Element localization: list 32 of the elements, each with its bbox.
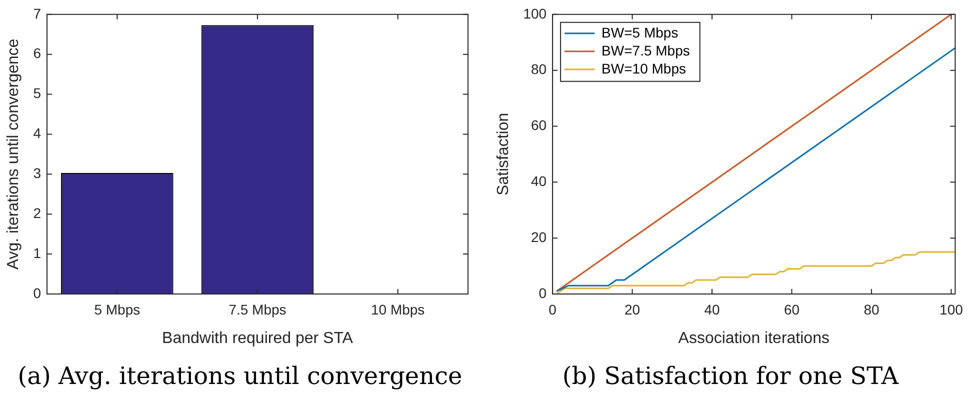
legend-label: BW=10 Mbps xyxy=(602,60,686,76)
x-tick-label: 100 xyxy=(940,301,964,318)
y-tick-label: 1 xyxy=(33,244,42,261)
text: (b) Satisfaction for one STA xyxy=(561,362,900,390)
y-axis-title: Satisfaction xyxy=(495,112,512,196)
x-tick-label: 20 xyxy=(624,301,640,318)
x-tick-label: 0 xyxy=(548,301,557,318)
x-tick-label: 60 xyxy=(784,301,800,318)
y-tick-label: 40 xyxy=(530,173,547,190)
legend-label: BW=5 Mbps xyxy=(602,24,678,40)
y-tick-label: 20 xyxy=(530,228,547,245)
x-tick-label: 5 Mbps xyxy=(94,301,140,318)
x-tick-label: 10 Mbps xyxy=(370,301,425,318)
legend-label: BW=7.5 Mbps xyxy=(602,42,690,58)
y-tick-label: 60 xyxy=(530,117,547,134)
x-axis-title: Association iterations xyxy=(678,330,830,347)
y-tick-label: 2 xyxy=(33,204,42,221)
x-axis-title: Bandwith required per STA xyxy=(162,330,354,347)
y-axis-title: Avg. iterations until convergence xyxy=(5,38,22,270)
x-tick-label: 80 xyxy=(864,301,880,318)
y-tick-label: 100 xyxy=(523,5,547,22)
y-tick-label: 0 xyxy=(33,284,42,301)
y-tick-label: 7 xyxy=(33,5,42,22)
y-tick-label: 80 xyxy=(530,61,547,78)
y-tick-label: 6 xyxy=(33,45,42,62)
y-tick-label: 5 xyxy=(33,85,42,102)
y-tick-label: 3 xyxy=(33,165,42,182)
y-tick-label: 0 xyxy=(538,284,547,301)
x-tick-label: 40 xyxy=(704,301,720,318)
text: (a) Avg. iterations until convergence xyxy=(16,362,464,390)
y-tick-label: 4 xyxy=(33,125,42,142)
x-tick-label: 7.5 Mbps xyxy=(228,301,286,318)
